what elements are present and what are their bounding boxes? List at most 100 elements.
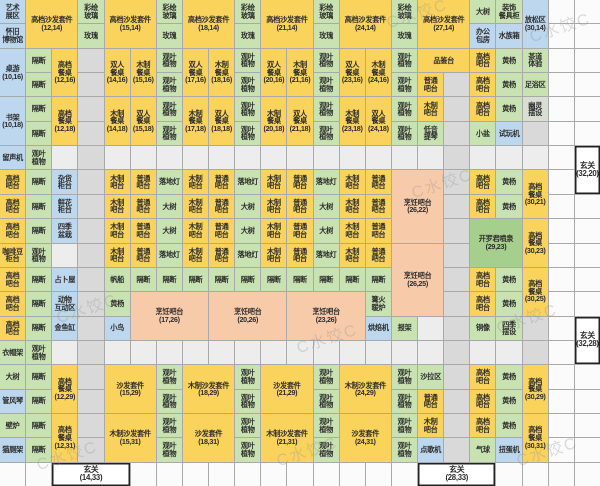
empty-cell	[548, 292, 574, 316]
empty-cell	[78, 389, 104, 413]
empty-cell	[444, 365, 470, 389]
empty-cell	[78, 219, 104, 243]
empty-cell	[496, 340, 522, 365]
empty-cell	[522, 316, 548, 340]
empty-cell	[52, 340, 78, 365]
empty-cell	[209, 340, 235, 365]
grid-cell: 木制 吧台	[182, 219, 209, 243]
grid-cell: 四季 盆栽	[52, 219, 78, 243]
grid-cell: 高档 吧台	[470, 170, 496, 194]
empty-cell	[548, 97, 574, 121]
empty-cell	[548, 340, 574, 365]
grid-cell: 木制 吧台	[104, 170, 130, 194]
grid-cell: 隔断	[26, 413, 52, 438]
grid-cell: 观叶 植物	[235, 365, 261, 389]
grid-cell: 观叶 植物	[156, 389, 182, 413]
grid-cell: 观叶 植物	[235, 73, 261, 97]
grid-cell: 烹饪吧台 (17,26)	[130, 292, 209, 340]
empty-cell	[52, 243, 78, 267]
empty-cell	[522, 462, 548, 486]
grid-cell: 木制 吧台	[182, 194, 209, 219]
grid-cell: 高档沙发套件 (15,14)	[104, 0, 156, 48]
grid-cell: 观叶 植物	[391, 365, 418, 389]
grid-cell: 品鉴台	[418, 48, 470, 73]
grid-cell: 帆船	[104, 267, 130, 292]
grid-cell: 观叶 植物	[156, 73, 182, 97]
grid-cell: 观叶 植物	[313, 438, 339, 462]
empty-cell	[444, 219, 470, 243]
grid-cell: 高档 吧台	[470, 413, 496, 438]
grid-cell: 木制 餐桌 (15,16)	[130, 48, 156, 97]
grid-cell: 观叶 植物	[235, 438, 261, 462]
grid-cell: 隔断	[26, 48, 52, 73]
grid-cell: 观叶 植物	[391, 97, 418, 121]
empty-cell	[574, 438, 600, 462]
grid-cell: 观叶 植物	[235, 48, 261, 73]
grid-cell: 高档沙发套件 (21,14)	[261, 0, 313, 48]
grid-cell: 观叶 植物	[156, 97, 182, 121]
empty-cell	[548, 170, 574, 194]
empty-cell	[104, 146, 130, 170]
grid-cell: 留声机	[0, 146, 26, 170]
grid-cell: 高档 餐桌 (12,18)	[52, 97, 78, 146]
empty-cell	[235, 146, 261, 170]
grid-cell: 落地灯	[156, 243, 182, 267]
grid-cell: 沙发套件 (21,29)	[261, 365, 313, 413]
grid-cell: 普通 吧台	[365, 170, 391, 194]
grid-cell: 装饰 餐具柜	[496, 0, 522, 24]
grid-cell: 观叶 植物	[156, 365, 182, 389]
grid-cell: 怀旧 博物馆	[0, 24, 26, 48]
grid-cell: 隔断	[235, 267, 261, 292]
grid-cell: 玫瑰	[235, 24, 261, 48]
empty-cell	[78, 121, 104, 146]
grid-cell: 隔断	[130, 267, 156, 292]
grid-cell: 高档 吧台	[470, 97, 496, 121]
grid-cell: 报架	[391, 316, 418, 340]
grid-cell: 观叶 植物	[391, 389, 418, 413]
grid-cell: 沙发套件 (18,31)	[182, 413, 235, 462]
grid-cell: 黄杨	[496, 413, 522, 438]
grid-cell: 观叶 植物	[313, 413, 339, 438]
grid-cell: 木制 吧台	[339, 194, 365, 219]
grid-cell: 点歌机	[418, 438, 444, 462]
grid-cell: 黄杨	[496, 48, 522, 73]
grid-cell: 桌游 (10,16)	[0, 48, 26, 97]
grid-cell: 普通 吧台	[209, 194, 235, 219]
grid-cell: 高档 吧台	[0, 267, 26, 292]
grid-cell: 衣帽架	[0, 340, 26, 365]
grid-cell: 烹饪吧台 (26,22)	[391, 170, 444, 243]
grid-cell: 木制 吧台	[261, 194, 287, 219]
grid-cell: 大树	[235, 194, 261, 219]
grid-cell: 高档 吧台	[470, 365, 496, 389]
grid-cell: 双人 餐桌 (17,16)	[182, 48, 209, 97]
grid-cell: 气球	[470, 438, 496, 462]
grid-cell: 猫厕架	[0, 438, 26, 462]
grid-cell: 小鸟	[104, 316, 130, 340]
empty-cell	[365, 462, 391, 486]
empty-cell	[287, 146, 313, 170]
grid-cell: 玫瑰	[391, 24, 418, 48]
empty-cell	[574, 0, 600, 24]
grid-cell: 高档 吧台	[0, 316, 26, 340]
entrance-cell: 玄关 (32,28)	[574, 316, 600, 365]
grid-cell: 观叶 植物	[235, 413, 261, 438]
empty-cell	[182, 462, 209, 486]
grid-cell: 黄杨	[496, 365, 522, 389]
empty-cell	[78, 170, 104, 194]
grid-cell: 高档沙发套件 (24,14)	[339, 0, 391, 48]
grid-cell: 木制 吧台	[418, 413, 444, 438]
empty-cell	[548, 389, 574, 413]
empty-cell	[496, 146, 522, 170]
grid-cell: 高档 吧台	[470, 267, 496, 292]
grid-cell: 木制 餐桌 (18,16)	[209, 48, 235, 97]
empty-cell	[444, 194, 470, 219]
grid-cell: 观叶 植物	[391, 48, 418, 73]
grid-cell: 隔断	[26, 389, 52, 413]
grid-cell: 高档 吧台	[470, 292, 496, 316]
grid-cell: 木制 餐桌 (21,16)	[287, 48, 313, 97]
grid-cell: 木制 吧台	[104, 194, 130, 219]
empty-cell	[574, 243, 600, 267]
empty-cell	[574, 121, 600, 146]
grid-cell: 高档 餐桌 (12,31)	[52, 413, 78, 462]
empty-cell	[496, 462, 522, 486]
